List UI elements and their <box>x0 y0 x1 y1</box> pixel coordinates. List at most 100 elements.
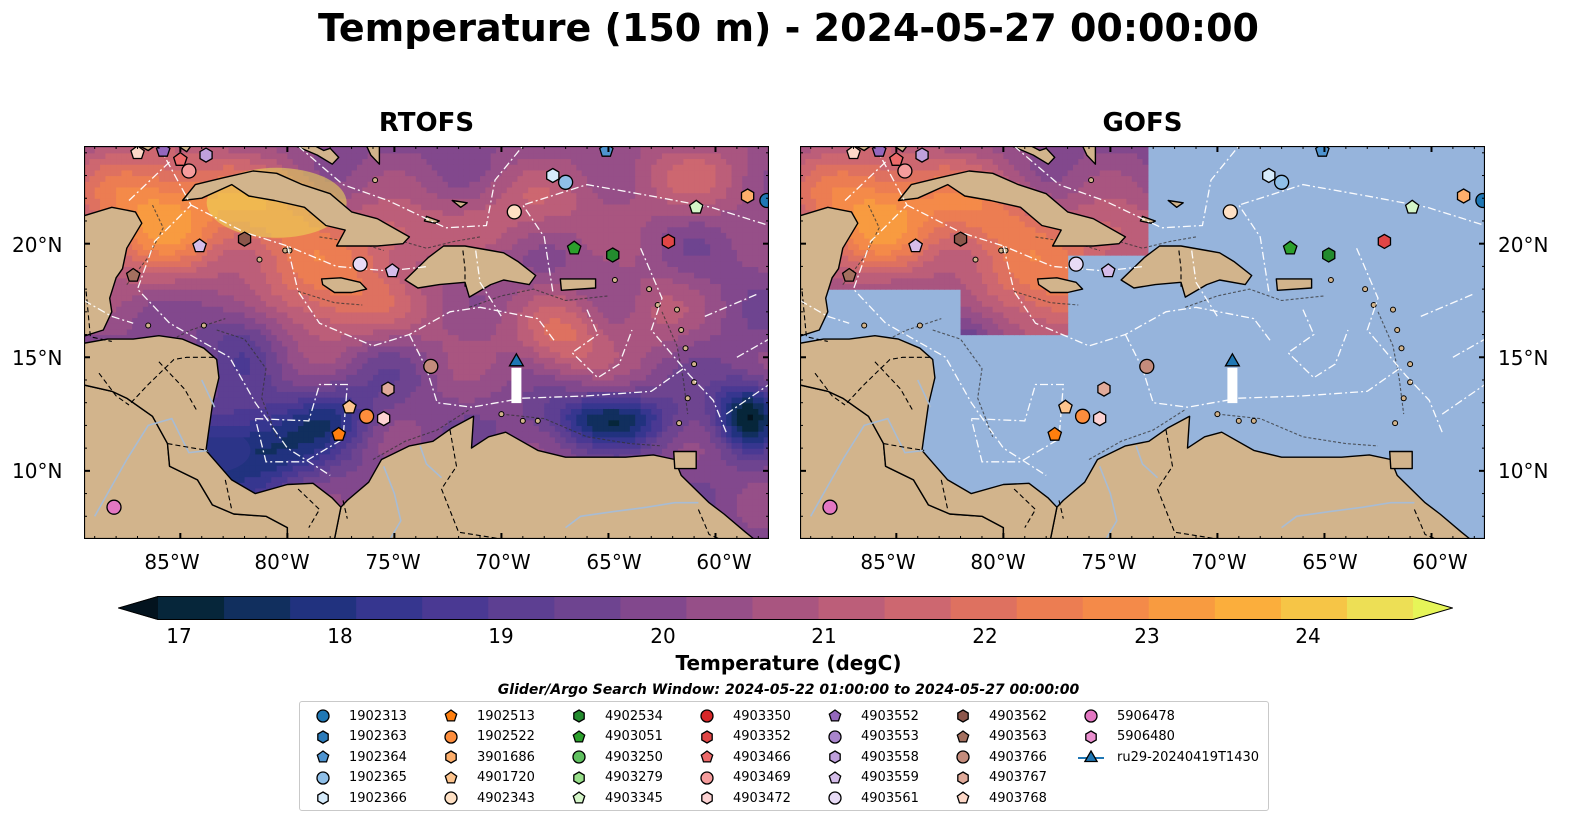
legend-label: 4902343 <box>477 790 535 806</box>
legend-label: 1902365 <box>349 770 407 785</box>
rtofs-float-marker-20 <box>237 231 252 247</box>
colorbar-segment-11 <box>884 596 952 620</box>
colorbar-tick-20: 20 <box>650 624 676 648</box>
colorbar-outline <box>116 596 1455 620</box>
rtofs-float-marker-8 <box>506 204 522 220</box>
colorbar-tick-18: 18 <box>327 624 353 648</box>
legend-marker-5906478 <box>1084 709 1098 723</box>
colorbar-tick-23: 23 <box>1134 624 1160 648</box>
gofs-float-marker-14 <box>897 163 913 179</box>
gofs-map-frame <box>799 145 1486 540</box>
colorbar-segment-13 <box>1016 596 1084 620</box>
legend-item-1902363: 1902363 <box>310 727 407 747</box>
rtofs-float-marker-13 <box>172 151 188 166</box>
legend-item-4903563: 4903563 <box>950 727 1047 747</box>
gofs-float-marker-10 <box>1282 240 1298 255</box>
rtofs-panel-title: RTOFS <box>378 108 475 138</box>
gofs-float-marker-5 <box>1074 408 1091 424</box>
rtofs-rivers <box>94 379 699 539</box>
right-lat-label-20n: 20°N <box>1498 233 1549 257</box>
rtofs-float-marker-1 <box>598 146 614 157</box>
rtofs-float-marker-7 <box>342 399 357 414</box>
legend-item-4903469: 4903469 <box>694 768 791 788</box>
colorbar-segment-15 <box>1148 596 1216 620</box>
legend-label: 4903350 <box>733 708 791 724</box>
gofs-float-marker-4 <box>1047 426 1063 441</box>
rtofs-float-marker-23 <box>381 381 395 397</box>
colorbar-segment-14 <box>1082 596 1150 620</box>
colorbar <box>116 596 1455 620</box>
rtofs-float-marker-16 <box>155 146 171 157</box>
colorbar-segment-18 <box>1346 596 1414 620</box>
left-lat-label-10n: 10°N <box>12 459 63 483</box>
legend-marker-4903559 <box>828 770 842 784</box>
colorbar-segment-1 <box>224 596 291 620</box>
gofs-float-marker-2 <box>1273 174 1290 190</box>
legend-label: ru29-20240419T1430 <box>1117 749 1260 765</box>
legend-label: 4903766 <box>989 749 1047 765</box>
colorbar-under-extension <box>118 596 158 620</box>
gofs-rivers <box>810 379 1415 539</box>
legend-label: 1902363 <box>349 729 407 744</box>
rtofs-float-marker-2 <box>557 174 574 190</box>
legend-item-4903559: 4903559 <box>822 768 919 788</box>
left-lon-label-70w: 70°W <box>475 550 531 574</box>
colorbar-segment-17 <box>1280 596 1348 620</box>
legend-item-4903553: 4903553 <box>822 727 919 747</box>
rtofs-float-marker-3 <box>546 167 560 184</box>
legend-item-4903466: 4903466 <box>694 747 791 767</box>
legend-item-4903250: 4903250 <box>566 747 663 767</box>
rtofs-float-marker-15 <box>376 410 391 427</box>
legend: 1902313 1902363 1902364 1902365 1902366 19025… <box>299 701 1269 811</box>
right-lon-label-65w: 65°W <box>1302 550 1358 574</box>
colorbar-segment-2 <box>290 596 357 620</box>
legend-marker-4903345 <box>572 791 586 804</box>
legend-label: 4903469 <box>733 770 791 785</box>
gofs-panel-title: GOFS <box>1102 108 1183 138</box>
right-lat-label-15n: 15°N <box>1498 346 1549 370</box>
rtofs-float-markers <box>106 146 769 515</box>
legend-label: 4903562 <box>989 708 1047 724</box>
legend-marker-1902513 <box>444 709 458 722</box>
gofs-float-marker-23 <box>1097 381 1111 397</box>
colorbar-over-extension <box>1413 596 1453 620</box>
rtofs-glider-marker <box>508 352 525 367</box>
legend-marker-4903469 <box>700 770 714 785</box>
left-lon-label-75w: 75°W <box>365 550 421 574</box>
legend-item-4903768: 4903768 <box>950 788 1047 808</box>
gofs-float-marker-0 <box>1475 192 1485 209</box>
legend-label: 4903553 <box>861 729 919 744</box>
legend-item-4901720: 4901720 <box>438 768 535 788</box>
rtofs-float-marker-4 <box>331 426 347 441</box>
rtofs-float-marker-6 <box>740 188 755 204</box>
legend-item-4903766: 4903766 <box>950 747 1047 767</box>
legend-item-4903767: 4903767 <box>950 768 1047 788</box>
gofs-float-marker-26 <box>822 499 838 515</box>
left-lat-label-15n: 15°N <box>12 346 63 370</box>
gofs-borders <box>801 250 1437 539</box>
colorbar-graphic <box>116 596 1455 620</box>
rtofs-land <box>84 146 769 539</box>
gofs-float-marker-6 <box>1456 188 1471 204</box>
legend-marker-3901686 <box>445 750 457 764</box>
legend-item-1902364: 1902364 <box>310 747 407 767</box>
legend-marker-1902366 <box>317 791 329 805</box>
colorbar-segment-16 <box>1214 596 1282 620</box>
legend-label: 4903250 <box>605 749 663 765</box>
legend-item-1902313: 1902313 <box>310 706 407 726</box>
colorbar-segment-3 <box>356 596 423 620</box>
legend-marker-4903279 <box>573 770 585 785</box>
right-lat-label-10n: 10°N <box>1498 459 1549 483</box>
gofs-float-marker-12 <box>1377 233 1392 250</box>
left-lon-label-85w: 85°W <box>144 550 200 574</box>
colorbar-tick-19: 19 <box>488 624 514 648</box>
gofs-float-marker-21 <box>841 267 857 282</box>
legend-label: 4903563 <box>989 729 1047 744</box>
gofs-map <box>799 145 1486 540</box>
colorbar-segment-7 <box>620 596 687 620</box>
search-window-note: Glider/Argo Search Window: 2024-05-22 01… <box>497 682 1080 698</box>
legend-marker-4903051 <box>572 729 586 743</box>
legend-marker-ru29-20240419T1430 <box>1078 749 1104 763</box>
legend-label: 4903352 <box>733 729 791 744</box>
legend-marker-4903766 <box>956 750 970 764</box>
